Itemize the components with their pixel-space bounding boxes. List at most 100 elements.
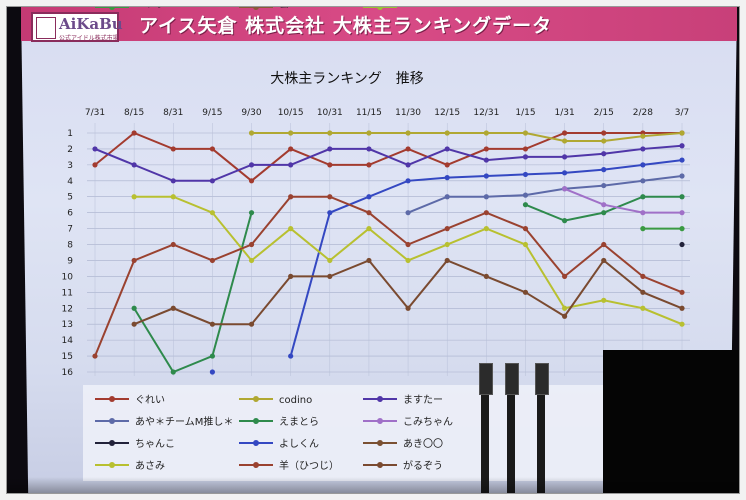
y-tick-label: 7 <box>67 225 73 235</box>
data-point <box>483 157 489 163</box>
data-point <box>679 173 685 179</box>
y-tick-label: 5 <box>67 193 73 203</box>
data-point <box>131 162 137 168</box>
data-point <box>562 305 568 311</box>
legend-item: あや＊チームM推し＊ <box>95 415 233 428</box>
data-point <box>679 157 685 163</box>
data-point <box>522 192 529 198</box>
data-point <box>522 146 529 152</box>
y-tick-label: 10 <box>62 272 74 282</box>
data-point <box>170 241 176 248</box>
data-point <box>601 151 607 157</box>
data-point <box>522 130 529 136</box>
data-point <box>679 210 685 216</box>
x-tick-label: 2/15 <box>594 108 614 118</box>
mic-stand-3-head <box>535 363 549 395</box>
data-point <box>640 133 646 139</box>
legend-marker <box>377 440 383 446</box>
data-point <box>209 321 215 327</box>
y-tick-label: 8 <box>67 241 73 251</box>
legend-label: ちゃんこ <box>135 438 175 450</box>
legend-item: 雲 <box>239 7 289 10</box>
data-point <box>601 210 607 216</box>
series-line <box>248 130 685 144</box>
series-path <box>94 144 683 182</box>
data-point <box>444 130 450 136</box>
series-line <box>92 143 685 184</box>
data-point <box>170 305 176 311</box>
data-point <box>131 257 137 264</box>
data-point <box>248 257 255 264</box>
legend-marker <box>109 396 115 402</box>
data-point <box>601 297 607 303</box>
data-point <box>248 241 255 248</box>
data-point <box>444 241 450 248</box>
data-point <box>640 305 646 311</box>
data-point <box>640 273 646 279</box>
data-point <box>640 194 646 200</box>
data-point <box>327 210 333 216</box>
data-point <box>562 218 568 224</box>
legend-item: ちゃんこ <box>95 438 175 450</box>
legend-marker <box>253 418 259 424</box>
x-tick-label: 2/28 <box>633 108 653 118</box>
legend-label: あや＊チームM推し＊ <box>135 415 233 428</box>
mic-stand-2 <box>507 367 515 493</box>
data-point <box>405 162 411 168</box>
data-point <box>562 138 568 144</box>
data-point <box>366 226 372 232</box>
data-point <box>562 154 568 160</box>
data-point <box>562 186 568 192</box>
series-line <box>562 186 685 216</box>
data-point <box>522 226 529 232</box>
mic-stand-2-head <box>505 363 519 395</box>
legend-item: O-T4 <box>363 7 426 10</box>
data-point <box>288 130 294 136</box>
data-point <box>405 241 411 248</box>
x-tick-label: 10/15 <box>278 108 304 118</box>
data-point <box>444 257 450 264</box>
data-point <box>601 167 607 173</box>
data-point <box>679 226 685 232</box>
data-point <box>601 130 607 136</box>
series-line <box>131 194 685 375</box>
x-tick-label: 8/15 <box>124 108 144 118</box>
data-point <box>679 289 685 295</box>
ranking-line-chart: 大株主ランキング 推移 7/31 8/15 8/31 9/15 9/30 10/15 10/… <box>62 7 690 481</box>
x-tick-label: 1/31 <box>554 108 574 118</box>
series-line <box>405 173 685 216</box>
x-tick-label: 1/15 <box>515 108 535 118</box>
legend-item: あき〇〇 <box>363 438 443 450</box>
data-point <box>248 321 255 327</box>
data-point <box>522 241 529 248</box>
data-point <box>483 146 489 152</box>
data-point <box>483 273 489 279</box>
x-tick-label: 9/30 <box>241 108 261 118</box>
data-point <box>405 210 411 216</box>
series-lines <box>92 130 685 375</box>
data-point <box>444 162 450 168</box>
series-line <box>131 257 685 327</box>
legend-label: O-T4 <box>403 7 426 10</box>
x-tick-label: 8/31 <box>163 108 183 118</box>
data-point <box>209 257 215 264</box>
y-tick-label: 12 <box>62 304 73 314</box>
stage-shadow <box>7 477 739 493</box>
x-tick-label: 3/7 <box>675 108 689 118</box>
data-point <box>366 146 372 152</box>
series-path <box>251 132 683 142</box>
legend-marker <box>109 7 115 10</box>
mic-stand-1-head <box>479 363 493 395</box>
legend-marker <box>253 440 259 446</box>
data-point <box>483 210 489 216</box>
data-point <box>131 305 137 311</box>
data-point <box>288 162 294 168</box>
data-point <box>679 321 685 327</box>
series-path <box>133 212 253 374</box>
data-point <box>209 146 215 152</box>
data-point <box>640 162 646 168</box>
data-point <box>601 257 607 264</box>
legend-label: あき〇〇 <box>403 438 443 450</box>
chart-grid <box>87 123 690 376</box>
